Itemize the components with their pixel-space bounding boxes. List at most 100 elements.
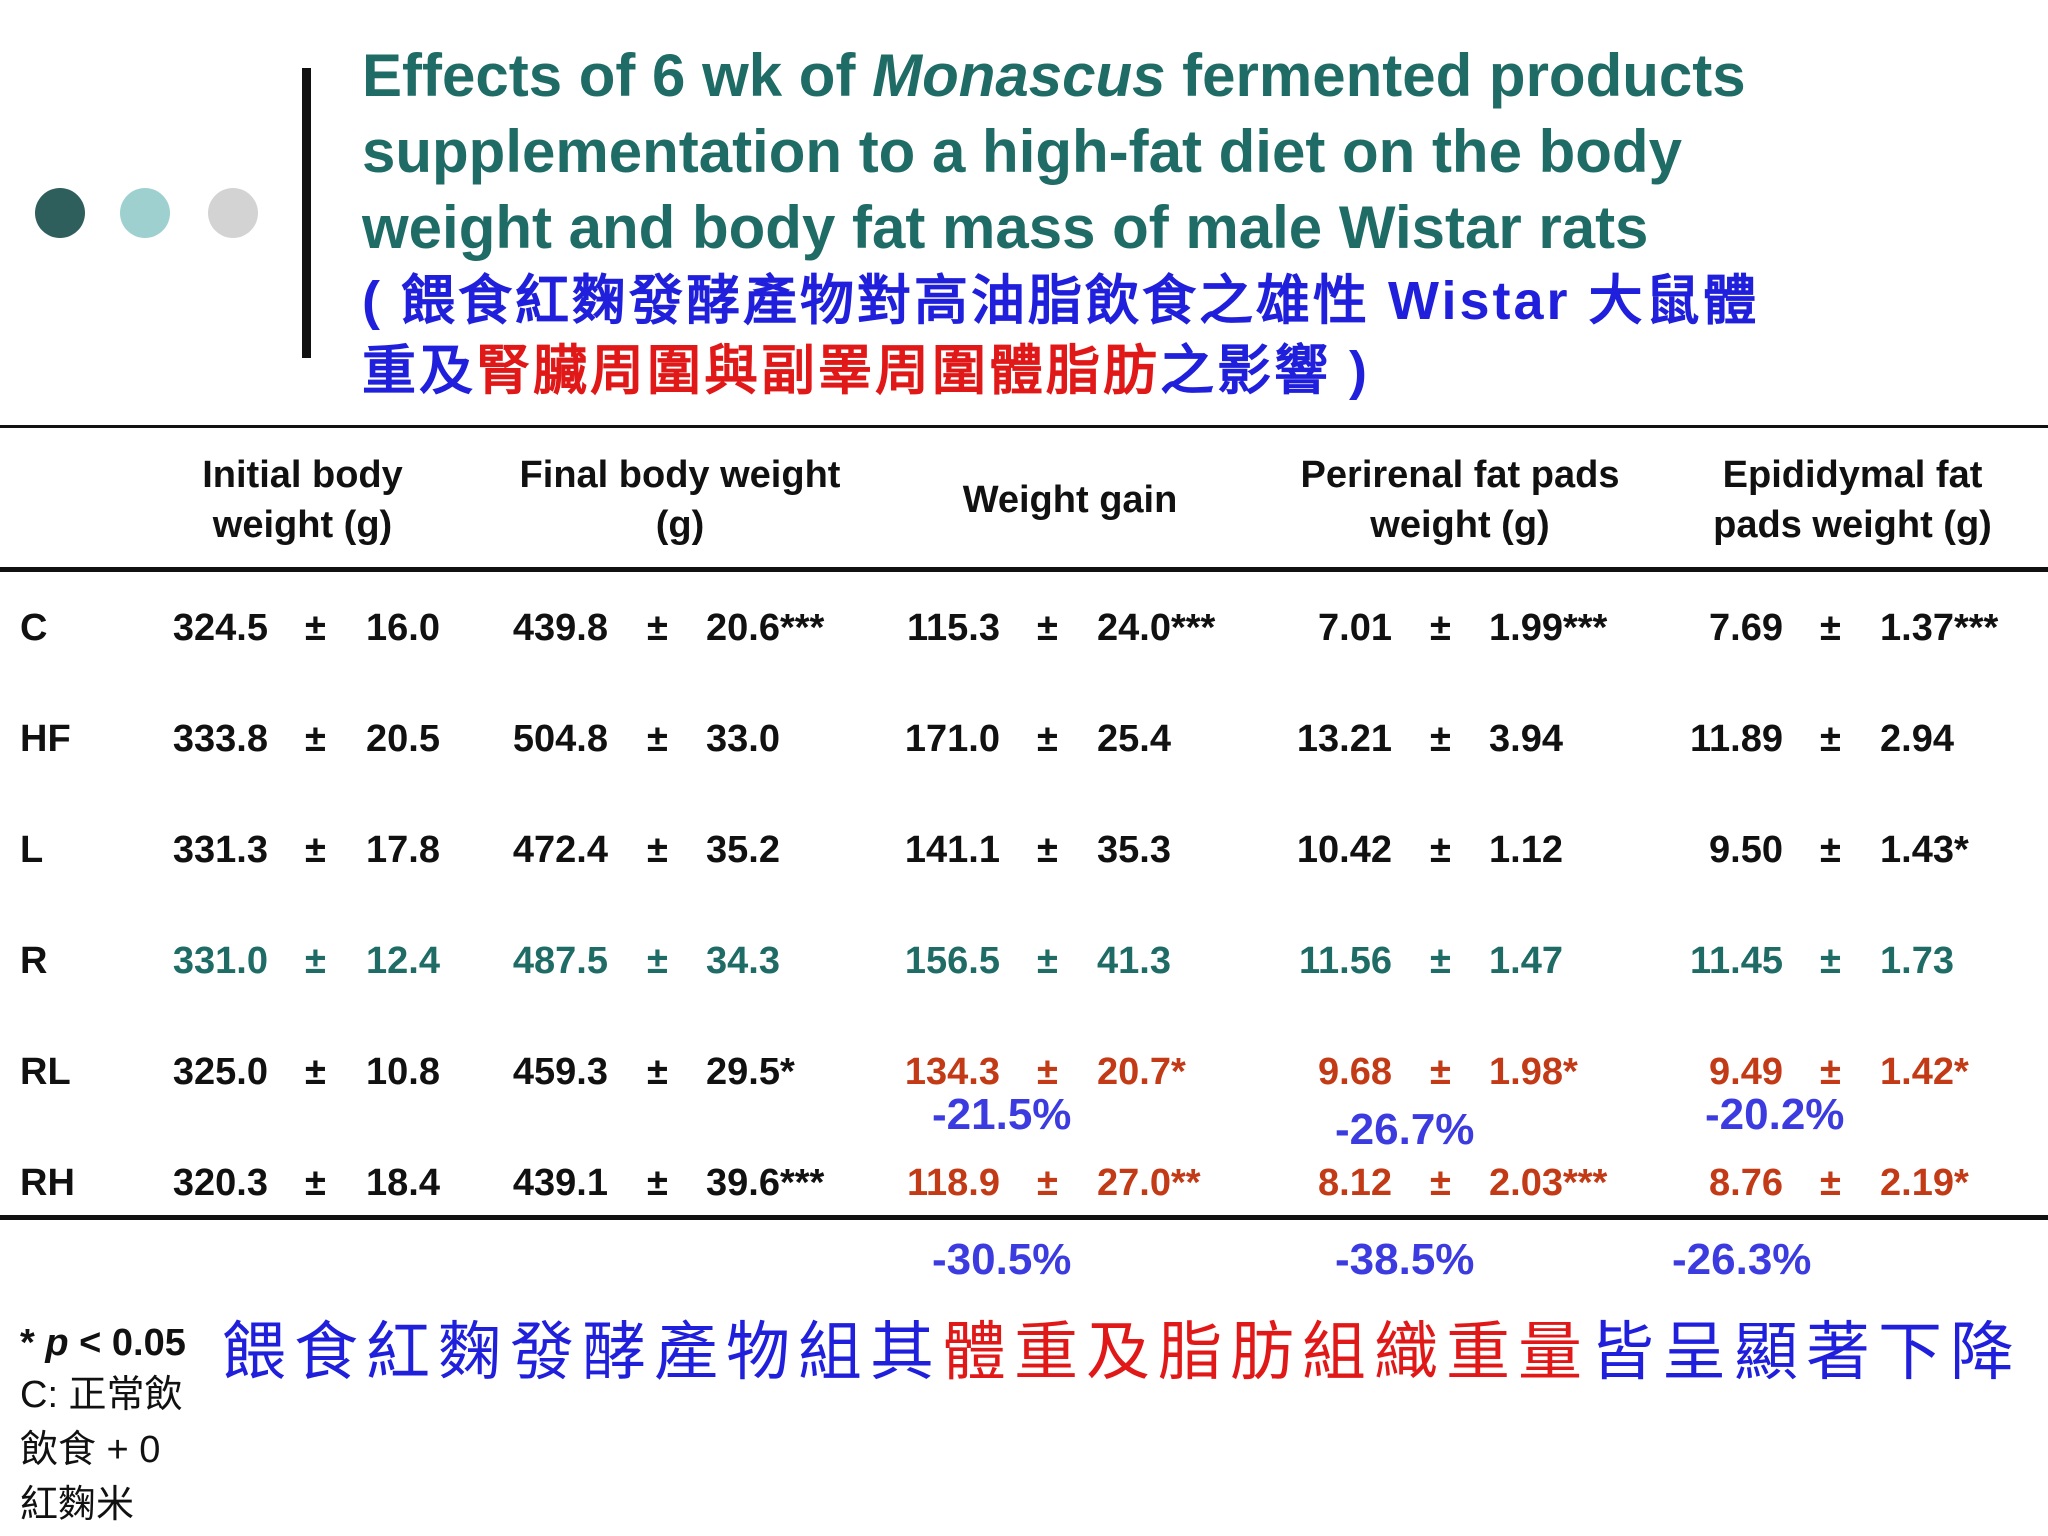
cell-mean: 320.3 — [172, 1162, 268, 1204]
cell-sd: 24.0*** — [1097, 607, 1216, 649]
cell-sd: 20.7* — [1097, 1051, 1186, 1093]
title-line-3: weight and body fat mass of male Wistar … — [362, 194, 1649, 261]
footnote-group-line: 紅麴米 — [20, 1484, 135, 1526]
cell-sd: 16.0 — [366, 607, 440, 649]
cell-plus-minus: ± — [1430, 1051, 1451, 1093]
cell-mean: 439.1 — [512, 1162, 608, 1204]
header-line: Final body weight — [519, 454, 841, 496]
cell-plus-minus: ± — [1430, 718, 1451, 760]
cell-sd: 1.99*** — [1489, 607, 1608, 649]
pct-rh-weight-gain: -30.5% — [932, 1235, 1072, 1284]
cell-mean: 9.68 — [1318, 1051, 1392, 1093]
cell-mean: 7.69 — [1709, 607, 1783, 649]
cell-mean: 11.89 — [1690, 718, 1783, 760]
title-text: fermented products — [1165, 42, 1746, 109]
cell-sd: 2.19* — [1880, 1162, 1969, 1204]
cell-mean: 331.3 — [172, 829, 268, 871]
footnote-group-line: 飲食 + 0 — [20, 1429, 161, 1471]
cell-mean: 9.49 — [1709, 1051, 1783, 1093]
cell-plus-minus: ± — [647, 940, 668, 982]
title-divider — [302, 68, 311, 358]
row-label-rh: RH — [20, 1162, 75, 1204]
title-text: Effects of 6 wk of — [362, 42, 873, 109]
cell-plus-minus: ± — [1820, 607, 1841, 649]
cell-plus-minus: ± — [1820, 718, 1841, 760]
cell-mean: 118.9 — [907, 1162, 1000, 1204]
footnote-p: p — [45, 1322, 69, 1364]
footnote-group-c: C: 正常飲 — [20, 1374, 183, 1416]
cell-sd: 35.2 — [706, 829, 780, 871]
cell-sd: 2.94 — [1880, 718, 1954, 760]
table-header-rule — [0, 567, 2048, 572]
header-line: pads weight (g) — [1713, 504, 1992, 546]
cell-mean: 504.8 — [512, 718, 608, 760]
cell-mean: 333.8 — [172, 718, 268, 760]
cell-sd: 25.4 — [1097, 718, 1171, 760]
row-label-r: R — [20, 940, 48, 982]
slide-title: Effects of 6 wk of Monascus fermented pr… — [362, 38, 2012, 406]
cell-mean: 171.0 — [904, 718, 1000, 760]
cell-mean: 115.3 — [907, 607, 1000, 649]
cell-sd: 1.47 — [1489, 940, 1563, 982]
header-line: Weight gain — [962, 479, 1178, 521]
cell-plus-minus: ± — [647, 607, 668, 649]
pct-rh-perirenal: -38.5% — [1335, 1235, 1475, 1284]
cell-plus-minus: ± — [1430, 1162, 1451, 1204]
decorative-dot-dark — [35, 188, 85, 238]
pct-rl-weight-gain: -21.5% — [932, 1090, 1072, 1139]
header-line: weight (g) — [1370, 504, 1550, 546]
cell-plus-minus: ± — [305, 829, 326, 871]
header-initial-body-weight: Initial body weight (g) — [150, 450, 455, 550]
header-epididymal-fat: Epididymal fat pads weight (g) — [1680, 450, 2025, 550]
cell-mean: 10.42 — [1296, 829, 1392, 871]
cell-mean: 325.0 — [172, 1051, 268, 1093]
cell-mean: 439.8 — [512, 607, 608, 649]
cell-sd: 1.43* — [1880, 829, 1969, 871]
header-line: Initial body — [202, 454, 403, 496]
cell-plus-minus: ± — [305, 718, 326, 760]
title-chinese-line-1: ( 餵食紅麴發酵產物對高油脂飲食之雄性 Wistar 大鼠體 — [362, 271, 1760, 331]
cell-sd: 41.3 — [1097, 940, 1171, 982]
header-line: Epididymal fat — [1722, 454, 1983, 496]
title-chinese-text: 重及 — [362, 341, 476, 401]
title-line-2: supplementation to a high-fat diet on th… — [362, 118, 1682, 185]
pct-rl-perirenal: -26.7% — [1335, 1105, 1475, 1154]
cell-sd: 33.0 — [706, 718, 780, 760]
title-genus: Monascus — [872, 42, 1166, 109]
footnote-star: * — [20, 1322, 46, 1364]
cell-sd: 3.94 — [1489, 718, 1563, 760]
title-chinese-line-2: 重及腎臟周圍與副睪周圍體脂肪之影響 ) — [362, 336, 2012, 406]
row-label-c: C — [20, 607, 48, 649]
cell-plus-minus: ± — [1820, 1051, 1841, 1093]
table-top-rule — [0, 425, 2048, 428]
cell-plus-minus: ± — [1430, 940, 1451, 982]
cell-sd: 2.03*** — [1489, 1162, 1608, 1204]
summary-statement: 餵食紅麴發酵產物組其體重及脂肪組織重量皆呈顯著下降 — [222, 1310, 2022, 1394]
cell-plus-minus: ± — [305, 940, 326, 982]
cell-plus-minus: ± — [1430, 829, 1451, 871]
header-line: Perirenal fat pads — [1300, 454, 1620, 496]
cell-sd: 35.3 — [1097, 829, 1171, 871]
cell-mean: 324.5 — [172, 607, 268, 649]
cell-sd: 39.6*** — [706, 1162, 825, 1204]
cell-plus-minus: ± — [647, 829, 668, 871]
cell-sd: 20.5 — [366, 718, 440, 760]
cell-mean: 141.1 — [904, 829, 1000, 871]
cell-plus-minus: ± — [1037, 829, 1058, 871]
cell-plus-minus: ± — [647, 718, 668, 760]
cell-plus-minus: ± — [1430, 607, 1451, 649]
header-weight-gain: Weight gain — [905, 475, 1235, 525]
cell-sd: 10.8 — [366, 1051, 440, 1093]
cell-plus-minus: ± — [1037, 1162, 1058, 1204]
header-line: weight (g) — [212, 504, 393, 546]
cell-sd: 27.0** — [1097, 1162, 1201, 1204]
row-label-hf: HF — [20, 718, 71, 760]
cell-sd: 1.12 — [1489, 829, 1563, 871]
cell-sd: 17.8 — [366, 829, 440, 871]
cell-sd: 1.98* — [1489, 1051, 1578, 1093]
cell-mean: 487.5 — [512, 940, 608, 982]
cell-plus-minus: ± — [305, 607, 326, 649]
summary-text: 皆呈顯著下降 — [1590, 1316, 2022, 1388]
decorative-dot-gray — [208, 188, 258, 238]
row-label-l: L — [20, 829, 44, 871]
